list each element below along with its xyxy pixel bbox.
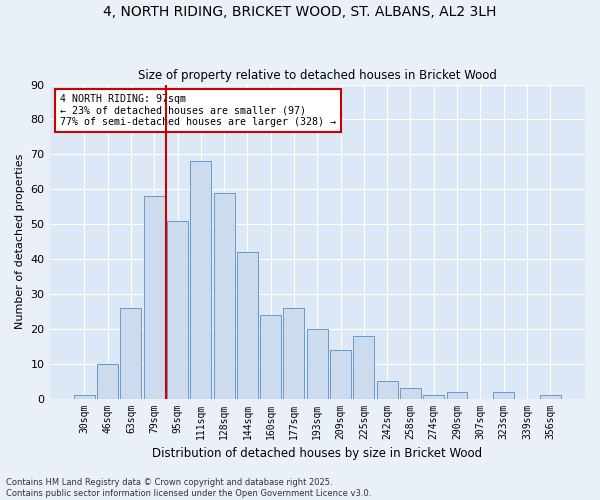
Bar: [260, 315, 281, 398]
Bar: [74, 395, 95, 398]
Bar: [423, 395, 444, 398]
Bar: [377, 381, 398, 398]
Bar: [539, 395, 560, 398]
Text: Contains HM Land Registry data © Crown copyright and database right 2025.
Contai: Contains HM Land Registry data © Crown c…: [6, 478, 371, 498]
Bar: [493, 392, 514, 398]
Bar: [307, 329, 328, 398]
Y-axis label: Number of detached properties: Number of detached properties: [15, 154, 25, 329]
Bar: [121, 308, 142, 398]
Text: 4, NORTH RIDING, BRICKET WOOD, ST. ALBANS, AL2 3LH: 4, NORTH RIDING, BRICKET WOOD, ST. ALBAN…: [103, 5, 497, 19]
Text: 4 NORTH RIDING: 97sqm
← 23% of detached houses are smaller (97)
77% of semi-deta: 4 NORTH RIDING: 97sqm ← 23% of detached …: [60, 94, 336, 127]
Bar: [353, 336, 374, 398]
Title: Size of property relative to detached houses in Bricket Wood: Size of property relative to detached ho…: [138, 69, 497, 82]
Bar: [237, 252, 258, 398]
Bar: [330, 350, 351, 399]
Bar: [97, 364, 118, 398]
Bar: [400, 388, 421, 398]
Bar: [144, 196, 165, 398]
X-axis label: Distribution of detached houses by size in Bricket Wood: Distribution of detached houses by size …: [152, 447, 482, 460]
Bar: [167, 220, 188, 398]
Bar: [214, 192, 235, 398]
Bar: [190, 162, 211, 398]
Bar: [446, 392, 467, 398]
Bar: [283, 308, 304, 398]
